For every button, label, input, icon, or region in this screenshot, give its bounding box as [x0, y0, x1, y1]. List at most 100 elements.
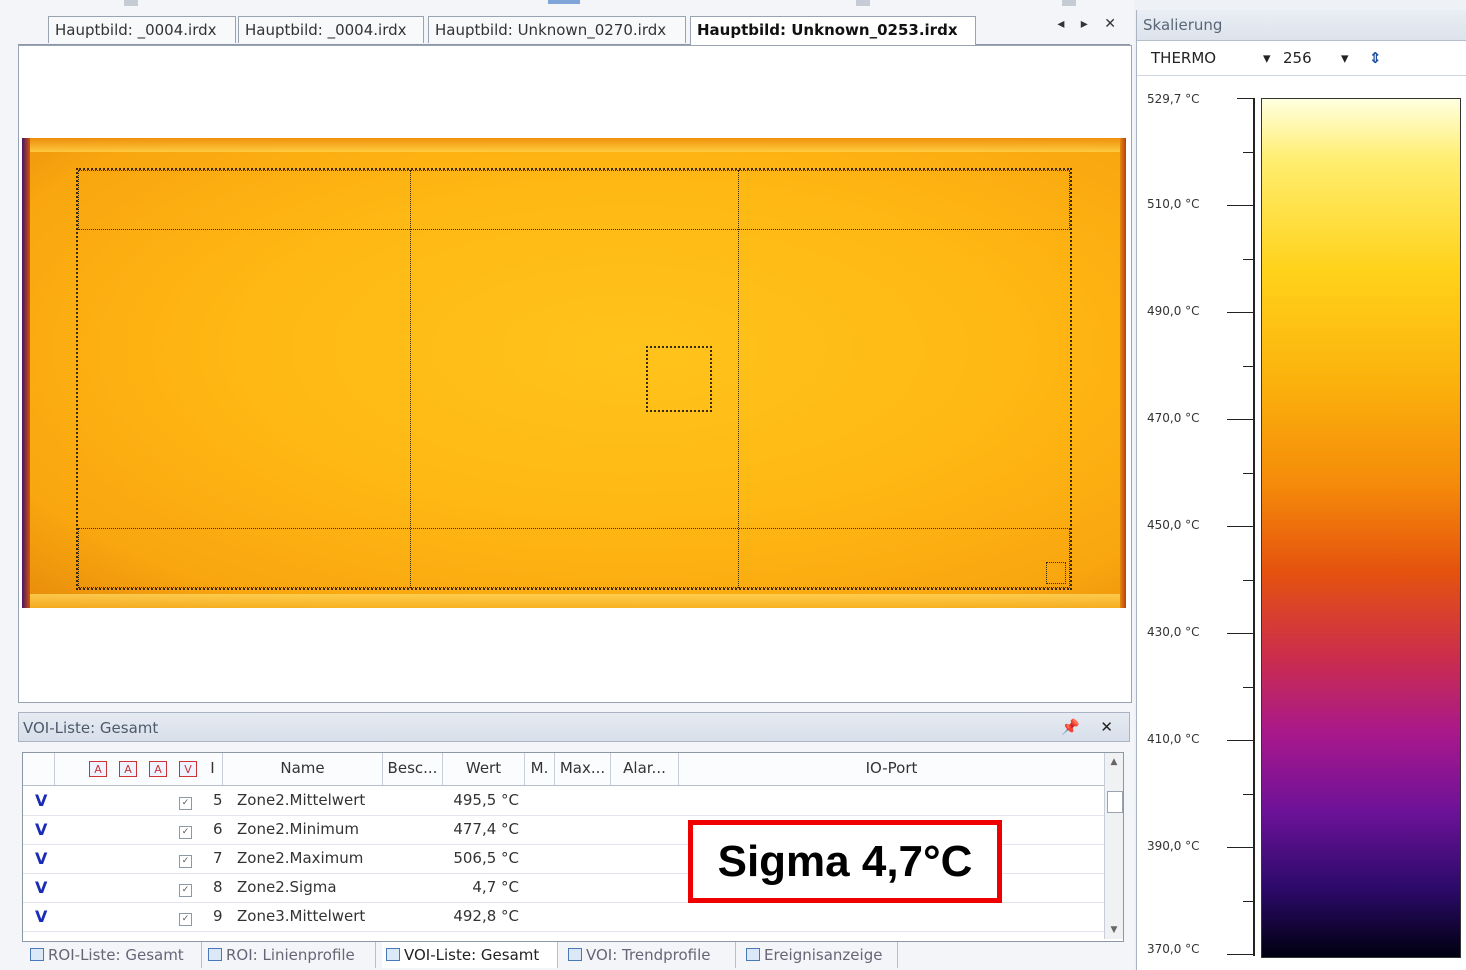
row-flag: V: [35, 791, 48, 810]
ruler-mark: [1062, 0, 1076, 6]
col-wert[interactable]: Wert: [443, 753, 525, 785]
scale-tick-minor: [1243, 687, 1253, 688]
col-io-port[interactable]: IO-Port: [679, 753, 1105, 785]
palette-dropdown-icon[interactable]: ▾: [1263, 49, 1271, 67]
row-value: 495,5 °C: [453, 791, 519, 809]
roi-center-square[interactable]: [646, 346, 712, 412]
roi-bottom-band[interactable]: [78, 528, 1070, 588]
roi-divider-1[interactable]: [410, 170, 411, 588]
row-value: 4,7 °C: [472, 878, 519, 896]
thermal-image-view[interactable]: [18, 45, 1132, 703]
table-icon: [386, 948, 400, 961]
row-checkbox[interactable]: ✓: [179, 873, 192, 902]
scroll-up-icon[interactable]: ▲: [1110, 757, 1118, 767]
roi-top-band[interactable]: [78, 170, 1070, 230]
scale-tick-label: 470,0 °C: [1147, 411, 1200, 425]
row-checkbox[interactable]: ✓: [179, 786, 192, 815]
roi-outer-zone[interactable]: [76, 168, 1072, 590]
ruler-mark: [124, 0, 138, 6]
scale-tick-minor: [1243, 901, 1253, 902]
row-flag: V: [35, 820, 48, 839]
voi-panel-title: VOI-Liste: Gesamt: [23, 719, 159, 737]
scaling-panel: Skalierung THERMO ▾ 256 ▾ ⇕ 529,7 °C 510…: [1136, 10, 1466, 970]
sigma-annotation-text: Sigma 4,7°C: [717, 837, 973, 886]
row-flag: V: [35, 878, 48, 897]
thermal-edge: [22, 138, 30, 608]
voi-pin-close-controls[interactable]: 📌 ✕: [1060, 718, 1121, 736]
row-value: 492,8 °C: [453, 907, 519, 925]
row-name: Zone2.Minimum: [237, 820, 360, 838]
scale-tick-major: [1227, 205, 1253, 206]
levels-select[interactable]: 256: [1283, 49, 1312, 67]
tab-roi-linienprofile[interactable]: ROI: Linienprofile: [204, 942, 376, 968]
row-flag: V: [35, 907, 48, 926]
tab-hauptbild-unknown-0253[interactable]: Hauptbild: Unknown_0253.irdx: [690, 16, 976, 45]
voi-table-scrollbar[interactable]: ▲ ▼: [1104, 753, 1123, 939]
row-number: 9: [213, 907, 223, 925]
tab-hauptbild-0004-a[interactable]: Hauptbild: _0004.irdx: [48, 16, 236, 43]
tab-label: ROI: Linienprofile: [226, 946, 355, 964]
table-row[interactable]: V ✓ 8 Zone2.Sigma 4,7 °C: [23, 873, 1105, 903]
row-checkbox[interactable]: ✓: [179, 902, 192, 931]
col-index: I: [203, 753, 223, 785]
scale-tick-label: 430,0 °C: [1147, 625, 1200, 639]
col-m[interactable]: M.: [525, 753, 555, 785]
line-chart-icon: [208, 948, 222, 961]
scale-tick-label: 490,0 °C: [1147, 304, 1200, 318]
palette-select[interactable]: THERMO: [1151, 49, 1217, 67]
scale-tick-label: 390,0 °C: [1147, 839, 1200, 853]
delete-roi-icon[interactable]: A: [149, 761, 167, 777]
table-row[interactable]: V ✓ 5 Zone2.Mittelwert 495,5 °C: [23, 786, 1105, 816]
document-tab-strip: Hauptbild: _0004.irdx Hauptbild: _0004.i…: [18, 14, 1130, 45]
row-number: 5: [213, 791, 223, 809]
scale-tick-major: [1227, 633, 1253, 634]
scale-tick-major: [1227, 312, 1253, 313]
col-flag: [23, 753, 55, 785]
table-row[interactable]: V ✓ 7 Zone2.Maximum 506,5 °C: [23, 844, 1105, 874]
ruler-mark: [548, 0, 580, 4]
row-value: 506,5 °C: [453, 849, 519, 867]
row-name: Zone2.Sigma: [237, 878, 337, 896]
tab-hauptbild-unknown-0270[interactable]: Hauptbild: Unknown_0270.irdx: [428, 16, 686, 43]
sigma-annotation-box: Sigma 4,7°C: [688, 820, 1002, 903]
row-name: Zone3.Mittelwert: [237, 907, 366, 925]
edit-roi-icon[interactable]: A: [119, 761, 137, 777]
table-row[interactable]: V ✓ 6 Zone2.Minimum 477,4 °C: [23, 815, 1105, 845]
row-checkbox[interactable]: ✓: [179, 844, 192, 873]
tab-label: ROI-Liste: Gesamt: [48, 946, 184, 964]
top-ruler: [0, 0, 1134, 12]
color-scale-bar: [1261, 98, 1461, 958]
tab-voi-liste-gesamt[interactable]: VOI-Liste: Gesamt: [382, 942, 558, 968]
scale-tick-major: [1227, 526, 1253, 527]
scale-tick-minor: [1243, 473, 1253, 474]
scaling-panel-title: Skalierung: [1143, 16, 1223, 34]
row-name: Zone2.Maximum: [237, 849, 364, 867]
tab-ereignisanzeige[interactable]: Ereignisanzeige: [742, 942, 898, 968]
event-list-icon: [746, 948, 760, 961]
roi-corner-square[interactable]: [1046, 562, 1066, 584]
tab-roi-liste-gesamt[interactable]: ROI-Liste: Gesamt: [26, 942, 202, 968]
thermal-image[interactable]: [22, 138, 1126, 608]
col-max[interactable]: Max...: [555, 753, 611, 785]
voi-settings-icon[interactable]: V: [179, 761, 197, 777]
row-checkbox[interactable]: ✓: [179, 815, 192, 844]
tab-voi-trendprofile[interactable]: VOI: Trendprofile: [564, 942, 736, 968]
tab-scroll-close-controls[interactable]: ◂ ▸ ✕: [1057, 16, 1122, 32]
scroll-thumb[interactable]: [1107, 791, 1123, 813]
scale-tick-major: [1227, 847, 1253, 848]
tab-label: VOI: Trendprofile: [586, 946, 711, 964]
scaling-panel-header: Skalierung: [1137, 10, 1466, 41]
scale-tick-minor: [1243, 259, 1253, 260]
scroll-down-icon[interactable]: ▼: [1110, 925, 1118, 935]
tab-hauptbild-0004-b[interactable]: Hauptbild: _0004.irdx: [238, 16, 424, 43]
col-alarm[interactable]: Alar...: [611, 753, 679, 785]
add-roi-icon[interactable]: A: [89, 761, 107, 777]
auto-scale-icon[interactable]: ⇕: [1369, 49, 1382, 67]
thermal-edge: [1120, 138, 1126, 608]
levels-dropdown-icon[interactable]: ▾: [1341, 49, 1349, 67]
col-name[interactable]: Name: [223, 753, 383, 785]
table-row[interactable]: V ✓ 9 Zone3.Mittelwert 492,8 °C: [23, 902, 1105, 932]
roi-divider-2[interactable]: [738, 170, 739, 588]
col-beschreibung[interactable]: Besc...: [383, 753, 443, 785]
row-number: 6: [213, 820, 223, 838]
